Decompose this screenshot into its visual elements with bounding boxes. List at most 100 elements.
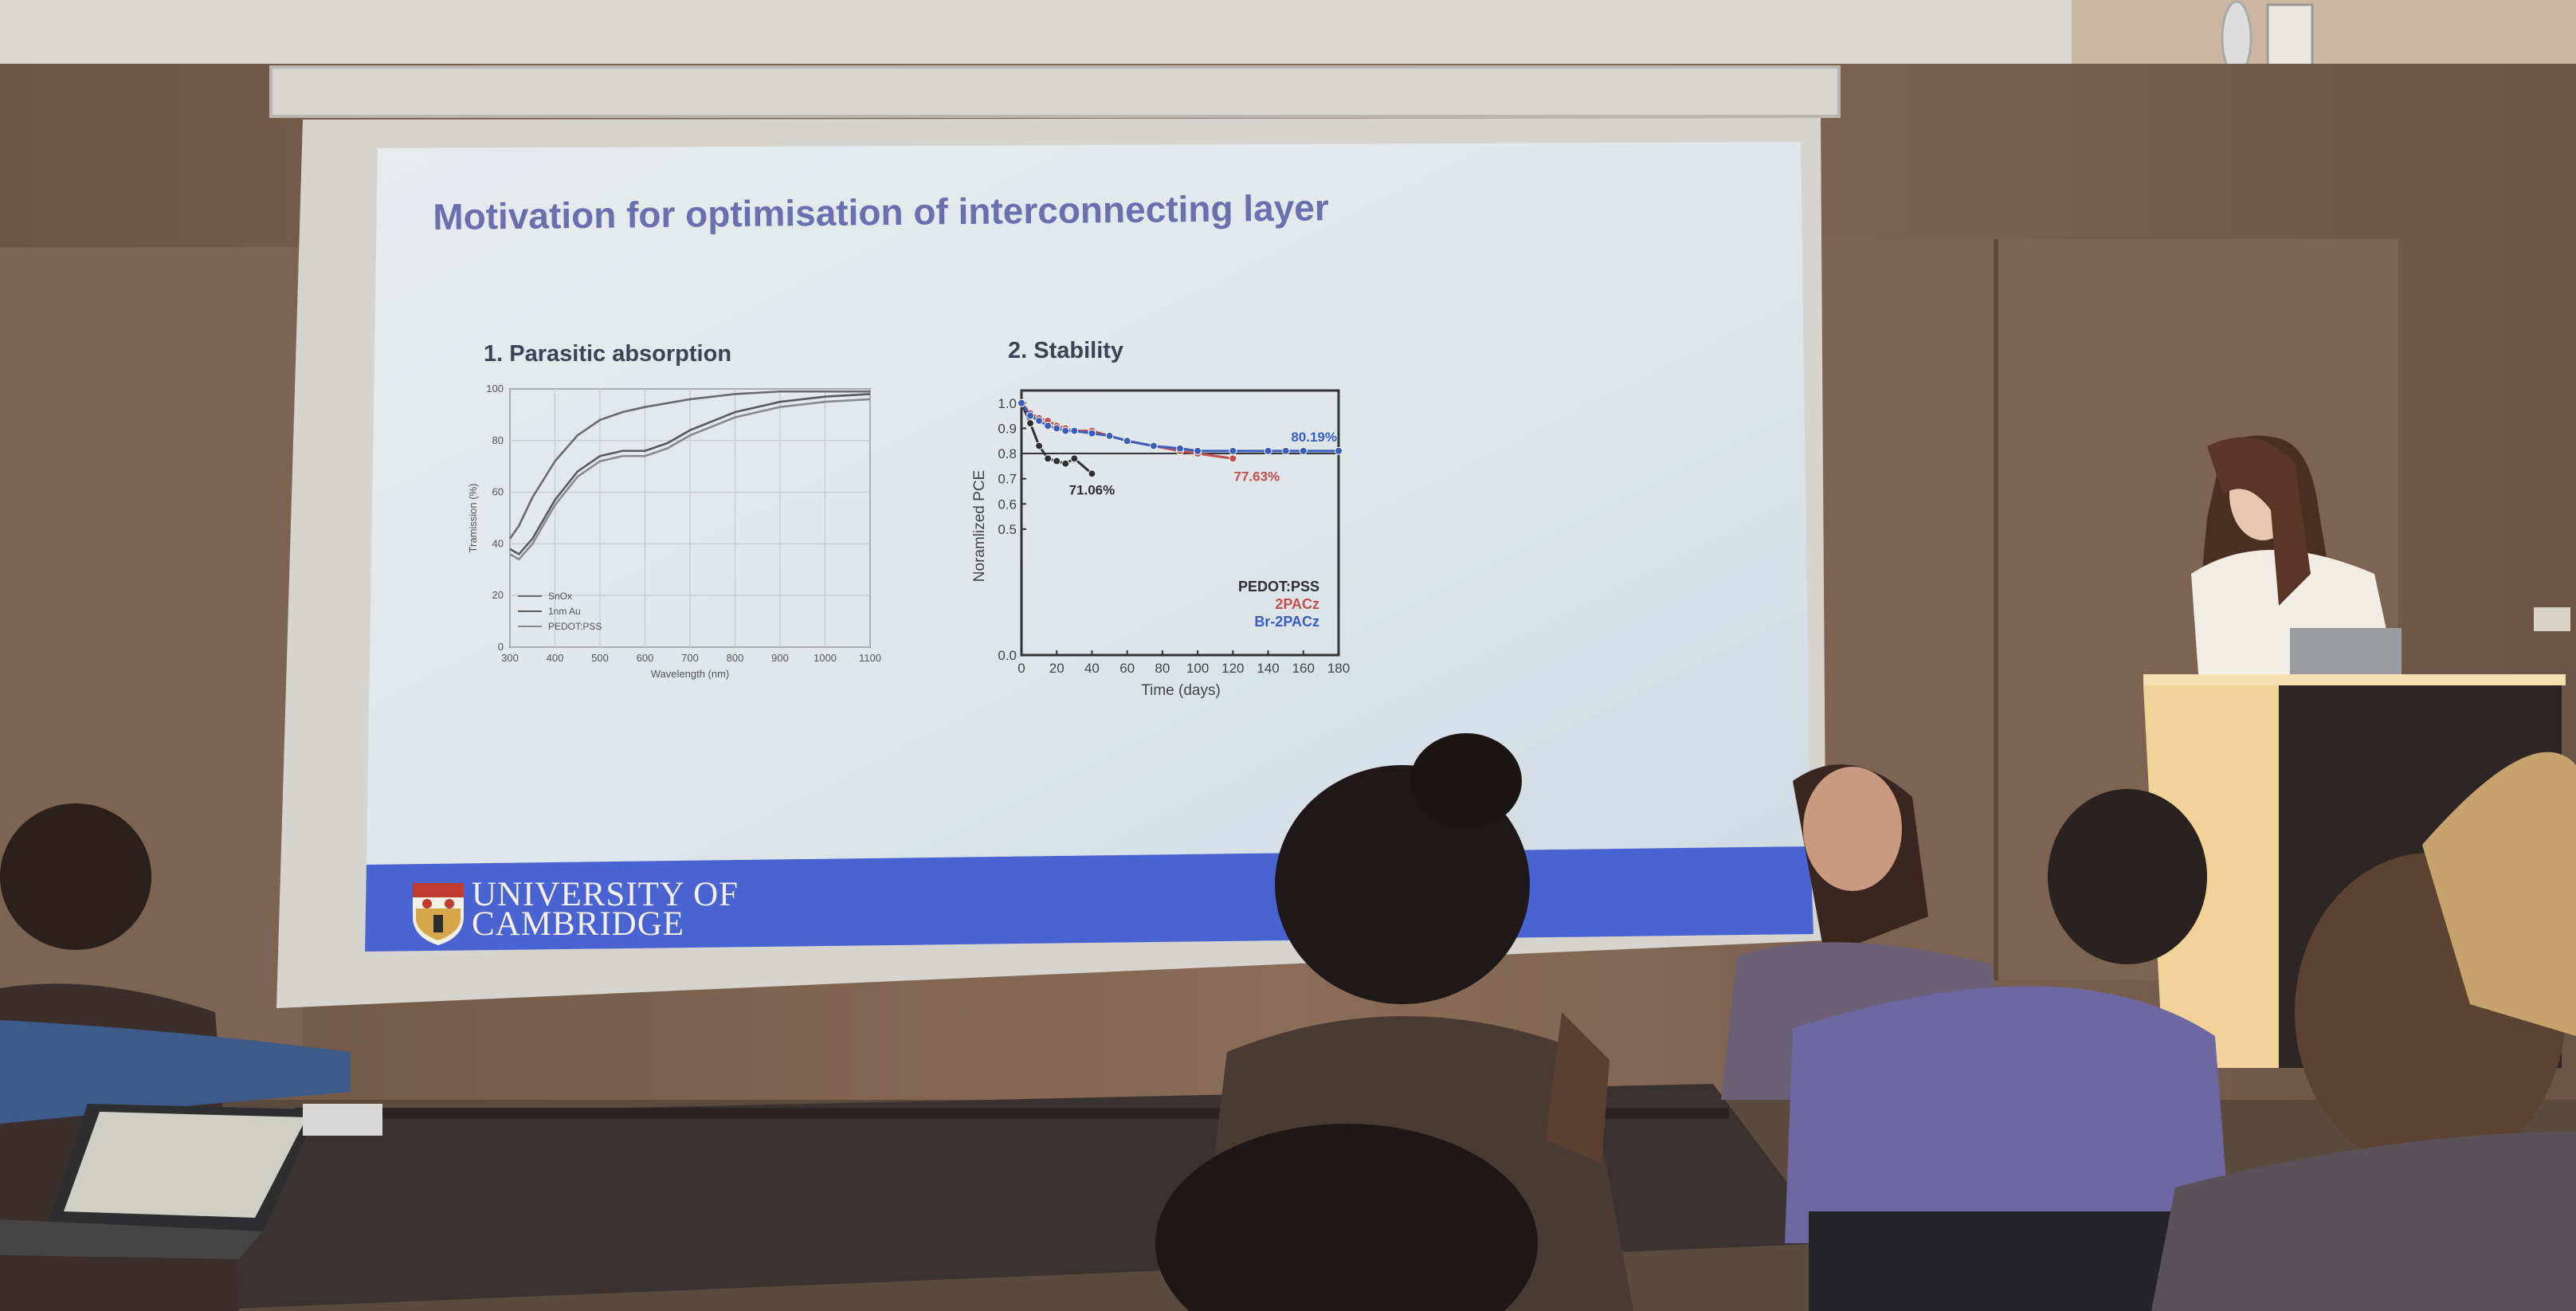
chart2-point-br-2pacz — [1264, 446, 1272, 455]
chart-parasitic-absorption: 300 400 500 600 700 800 900 1000 1100 0 20 40 60 80 10… — [467, 383, 881, 680]
chart2-ytick-label: 1.0 — [998, 396, 1017, 411]
chart1-xtick-label: 1100 — [859, 652, 881, 664]
chart2-point-br-2pacz — [1017, 398, 1025, 407]
chart1-legend-label: 1nm Au — [548, 606, 581, 617]
chart2-xtick-label: 60 — [1119, 661, 1135, 676]
chart1-x-axis-label: Wavelength (nm) — [651, 668, 730, 680]
chart1-series-line-pedot-pss — [509, 398, 871, 561]
chart2-point-br-2pacz — [1194, 446, 1202, 455]
chart2-point-pedot-pss — [1088, 469, 1096, 478]
screen-casing — [269, 65, 1841, 118]
chart2-ytick-label: 0.8 — [998, 446, 1017, 461]
audience-head-left — [0, 803, 151, 950]
chart2-point-br-2pacz — [1281, 446, 1290, 455]
chart-stability: 0 20 40 60 80 100 120 140 160 180 0.0 0.5 0.6 0.7 0.8 0… — [971, 389, 1350, 699]
chart1-legend: SnOx 1nm Au PEDOT:PSS — [518, 591, 602, 632]
chart1-series-line-snox — [508, 390, 870, 540]
chart2-ytick-label: 0.7 — [998, 472, 1017, 487]
chart1-ytick-label: 80 — [492, 434, 504, 446]
chart2-y-axis-label: Noramlized PCE — [971, 470, 988, 582]
lectern-top-edge — [2143, 674, 2566, 685]
chart2-point-br-2pacz — [1335, 446, 1343, 455]
chart1-xtick-label: 900 — [771, 652, 789, 664]
chart2-point-br-2pacz — [1061, 426, 1070, 435]
chart2-legend-pedot-pss: PEDOT:PSS — [1238, 579, 1319, 595]
chart2-ytick-label: 0.5 — [998, 522, 1017, 537]
chart2-ytick-label: 0.6 — [998, 497, 1017, 512]
wall-socket — [2534, 607, 2570, 631]
chart2-legend-2pacz: 2PACz — [1275, 596, 1319, 612]
chart1-title: 1. Parasitic absorption — [484, 341, 732, 367]
chart2-xtick-label: 140 — [1257, 661, 1279, 676]
chart1-ticks: 300 400 500 600 700 800 900 1000 1100 0 20 40 60 80 10… — [486, 383, 881, 664]
chart2-point-br-2pacz — [1176, 444, 1184, 453]
chart2-point-br-2pacz — [1299, 446, 1308, 455]
chart2-legend-br-2pacz: Br-2PACz — [1254, 614, 1319, 630]
chart1-series — [508, 390, 871, 561]
chart1-y-axis-label: Tramission (%) — [467, 484, 479, 553]
chart2-point-br-2pacz — [1070, 426, 1079, 435]
chart2-point-pedot-pss — [1070, 454, 1079, 463]
chair-left — [303, 1104, 382, 1136]
chart2-point-pedot-pss — [1053, 457, 1061, 465]
slide — [367, 142, 1810, 865]
chart2-point-br-2pacz — [1088, 429, 1096, 438]
chart2-end-label-pedot-pss: 71.06% — [1069, 482, 1115, 497]
university-crest — [413, 883, 464, 945]
chart2-point-br-2pacz — [1044, 422, 1053, 430]
chart2-end-label-2pacz: 77.63% — [1233, 469, 1280, 484]
chart1-grid — [509, 388, 871, 648]
chart1-ytick-label: 60 — [492, 486, 504, 498]
chart2-point-pedot-pss — [1061, 459, 1070, 468]
chart1-xtick-label: 500 — [591, 652, 609, 664]
university-name-line1: UNIVERSITY OF — [472, 876, 739, 913]
chart2-xtick-label: 80 — [1155, 661, 1170, 676]
chart2-title: 2. Stability — [1008, 338, 1124, 363]
chart1-ytick-label: 0 — [498, 641, 504, 653]
chart1-xtick-label: 400 — [547, 652, 564, 664]
lectern-side — [2143, 677, 2279, 1068]
chart2-point-br-2pacz — [1149, 442, 1158, 450]
chart1-ytick-label: 40 — [492, 537, 504, 549]
chart2-x-axis-label: Time (days) — [1141, 682, 1221, 699]
chart2-xtick-label: 180 — [1327, 661, 1350, 676]
chart2-xtick-label: 40 — [1084, 661, 1100, 676]
chart2-series: 71.06% 77.63% 80.19% — [1017, 398, 1343, 497]
university-name-line2: CAMBRIDGE — [472, 905, 685, 943]
chart2-ticks: 0 20 40 60 80 100 120 140 160 180 0.0 0.5 0.6 0.7 0.8 0… — [998, 396, 1350, 676]
audience — [0, 733, 2576, 1311]
chart2-point-br-2pacz — [1026, 411, 1035, 420]
chart2-ytick-label: 0.9 — [998, 421, 1017, 436]
chart2-xtick-label: 120 — [1221, 661, 1244, 676]
chart2-xtick-label: 100 — [1186, 661, 1209, 676]
chart1-ytick-label: 100 — [486, 383, 504, 394]
chart2-point-pedot-pss — [1035, 442, 1044, 450]
chart2-point-pedot-pss — [1044, 454, 1053, 463]
audience-head-man-right — [2048, 789, 2207, 964]
chart2-xtick-label: 20 — [1049, 661, 1065, 676]
chart2-point-br-2pacz — [1105, 431, 1114, 440]
chart1-legend-label: SnOx — [548, 591, 572, 602]
chair-right — [1809, 1211, 2175, 1311]
chart2-xtick-label: 160 — [1292, 661, 1315, 676]
chart1-xtick-label: 800 — [727, 652, 744, 664]
chart1-xtick-label: 700 — [681, 652, 699, 664]
chart2-xtick-label: 0 — [1017, 661, 1025, 676]
wall-panel-left — [0, 247, 303, 1092]
chart1-legend-label: PEDOT:PSS — [548, 621, 602, 632]
chart2-plot-area — [1020, 389, 1340, 657]
chart1-xtick-label: 600 — [637, 652, 654, 664]
chart2-end-label-br-2pacz: 80.19% — [1291, 430, 1337, 445]
chart2-point-br-2pacz — [1035, 416, 1044, 425]
chart2-point-pedot-pss — [1026, 419, 1035, 428]
chart1-xtick-label: 300 — [501, 652, 519, 664]
audience-head-woman — [1803, 767, 1902, 891]
audience-head-front — [1155, 1124, 1538, 1311]
chart2-point-2pacz — [1229, 454, 1237, 463]
chart1-xtick-label: 1000 — [814, 652, 837, 664]
chart1-ytick-label: 20 — [492, 589, 504, 601]
chart1-series-line-1nm-au — [509, 393, 871, 556]
chart2-point-br-2pacz — [1123, 437, 1131, 446]
